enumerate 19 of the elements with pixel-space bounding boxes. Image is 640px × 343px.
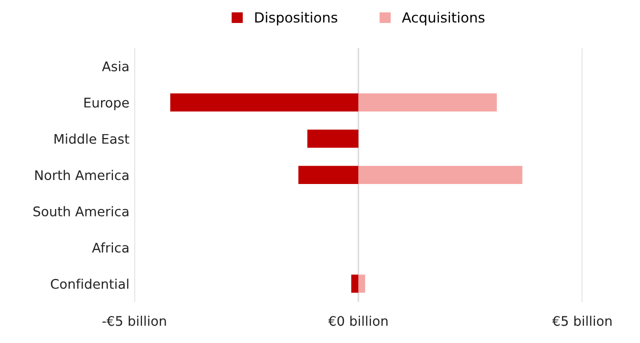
y-tick-label: North America — [35, 170, 128, 180]
bar — [358, 274, 366, 293]
bar — [358, 166, 522, 184]
x-tick-label: €0 billion — [328, 316, 388, 326]
y-tick-label: South America — [33, 206, 128, 216]
y-tick-label: Europe — [84, 98, 129, 110]
x-tick-label: €5 billion — [552, 316, 612, 326]
legend-label: Dispositions — [255, 12, 338, 26]
bar — [351, 274, 358, 293]
y-tick-label: Confidential — [50, 278, 128, 289]
bar — [358, 93, 497, 112]
x-tick-label: -€5 billion — [102, 316, 166, 326]
y-tick-label: Middle East — [54, 134, 130, 144]
legend-label: Acquisitions — [402, 12, 484, 26]
bar — [170, 93, 358, 112]
y-tick-label: Asia — [102, 61, 128, 72]
y-tick-label: Africa — [92, 242, 128, 253]
bar — [307, 130, 358, 148]
bar — [298, 166, 358, 184]
